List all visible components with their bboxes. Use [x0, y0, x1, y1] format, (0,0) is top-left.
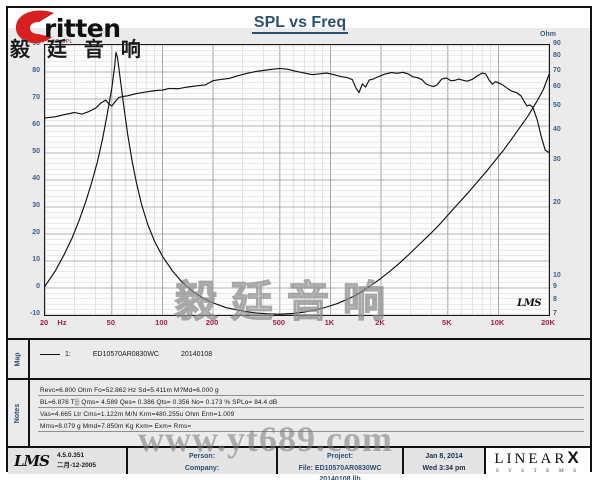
- notes-tab[interactable]: Notes: [8, 380, 30, 446]
- left-axis-tick: 30: [32, 202, 40, 209]
- notes-strip: Notes Revc=6.800 Ohm Fo=52.862 Hz Sd=5.4…: [8, 378, 590, 446]
- x-axis-tick: 20: [39, 318, 49, 327]
- person-label: Person:: [188, 453, 216, 460]
- left-axis-tick: 90: [32, 40, 40, 47]
- right-axis-tick: 10: [553, 272, 561, 280]
- right-axis-tick: 60: [553, 82, 561, 90]
- legend-date: 20140108: [181, 351, 213, 358]
- britten-logo: ritten ED SPL: [14, 8, 174, 48]
- note-line: Revc=6.800 Ohm Fo=52.862 Hz Sd=5.411m M?…: [38, 384, 584, 396]
- right-axis-tick: 7: [553, 310, 557, 317]
- note-line: BL=6.876 T▒ Qms= 4.589 Qes= 0.386 Qts= 0…: [38, 396, 584, 408]
- status-bar: LMS 4.5.0.351 二月-12-2005 Person: Company…: [8, 446, 590, 480]
- x-axis-unit: Hz: [57, 318, 67, 327]
- legend-line-swatch: [40, 354, 60, 355]
- file-label: File: ED10570AR0830WC 20140108.llb: [298, 464, 382, 480]
- map-strip: Map 1: ED10570AR0830WC 20140108: [8, 338, 590, 378]
- version-number: 4.5.0.351: [56, 452, 85, 460]
- chart-canvas: [45, 45, 549, 315]
- current-date: Jan 8, 2014: [425, 453, 463, 460]
- page-title-text: SPL vs Freq: [251, 14, 349, 34]
- legend-label: ED10570AR0830WC: [92, 351, 159, 358]
- x-axis-tick: 10K: [490, 318, 505, 327]
- version-info: 4.5.0.351 二月-12-2005: [57, 451, 96, 471]
- build-date: 二月-12-2005: [56, 462, 97, 469]
- x-axis-tick: 50: [106, 318, 116, 327]
- x-axis-tick: 5K: [442, 318, 452, 327]
- map-tab[interactable]: Map: [8, 340, 30, 378]
- linearx-x: X: [567, 447, 582, 467]
- left-axis-tick: -10: [29, 310, 40, 317]
- right-axis-tick: 40: [553, 125, 561, 133]
- x-axis-tick: 1K: [324, 318, 335, 327]
- page-title: SPL vs Freq: [0, 14, 600, 34]
- linearx-wordmark: LINEARX: [494, 449, 581, 467]
- note-line: Mms=8.079 g Mmd=7.850m Kg Kxm= Exm= Rms=: [38, 420, 584, 432]
- note-line: Vas=4.665 Ltr Cms=1.122m M/N Krm=480.255…: [38, 408, 584, 420]
- left-axis-tick: 20: [32, 229, 40, 236]
- right-axis-tick: 8: [553, 295, 557, 303]
- left-axis-tick: 40: [32, 175, 40, 182]
- logo-wordmark: ritten: [44, 14, 121, 43]
- x-axis-tick: 20K: [541, 318, 555, 327]
- left-axis-tick: 70: [32, 94, 40, 101]
- x-axis-tick: 2K: [375, 318, 385, 327]
- project-label: Project:: [326, 453, 354, 460]
- right-axis-tick: 80: [553, 52, 561, 60]
- x-axis-tick: 500: [272, 318, 286, 327]
- project-cell[interactable]: Project: File: ED10570AR0830WC 20140108.…: [278, 448, 404, 480]
- plot-panel: Ohm LMS -10 0 10 20 30 40 50 60 70 80 90 7 8 9 10 20 30…: [8, 28, 590, 338]
- logo-chinese-text: 毅 廷 音 响: [10, 37, 146, 61]
- lms-logo: LMS: [14, 452, 50, 470]
- lms-corner-mark: LMS: [517, 298, 541, 309]
- left-axis-tick: 80: [32, 67, 40, 74]
- datetime-cell: Jan 8, 2014 Wed 3:34 pm: [404, 448, 486, 474]
- notes-tab-label: Notes: [14, 403, 22, 423]
- left-axis-tick: 50: [32, 148, 40, 155]
- right-axis-tick: 70: [553, 66, 561, 74]
- linearx-name: LINEAR: [494, 450, 568, 467]
- right-axis-tick: 50: [553, 102, 561, 110]
- app-version-cell: LMS 4.5.0.351 二月-12-2005: [8, 448, 128, 474]
- person-cell[interactable]: Person: Company:: [128, 448, 278, 474]
- map-tab-label: Map: [14, 352, 22, 366]
- left-axis-tick: 0: [36, 283, 40, 290]
- x-axis-tick: 100: [155, 318, 168, 327]
- logo-subtext: ED SPL: [52, 39, 73, 45]
- notes-content: Revc=6.800 Ohm Fo=52.862 Hz Sd=5.411m M?…: [38, 384, 584, 432]
- left-axis-tick: 60: [32, 121, 40, 128]
- right-axis-tick: 30: [553, 156, 561, 164]
- linearx-logo: LINEARX S Y S T E M S: [486, 448, 590, 474]
- logo-e-icon: [15, 10, 54, 44]
- plot-area[interactable]: LMS: [44, 44, 550, 316]
- legend-index: 1:: [65, 351, 71, 358]
- right-axis-title: Ohm: [540, 31, 556, 38]
- company-label: Company:: [184, 464, 220, 472]
- right-axis-tick: 9: [553, 283, 557, 291]
- right-axis-tick: 20: [553, 199, 561, 206]
- legend-item[interactable]: 1: ED10570AR0830WC 20140108: [40, 351, 212, 358]
- left-axis-tick: 10: [32, 256, 40, 263]
- current-time: Wed 3:34 pm: [422, 464, 466, 472]
- right-axis-tick: 90: [553, 40, 561, 47]
- linearx-systems-label: S Y S T E M S: [495, 467, 581, 474]
- x-axis-tick: 200: [205, 318, 219, 327]
